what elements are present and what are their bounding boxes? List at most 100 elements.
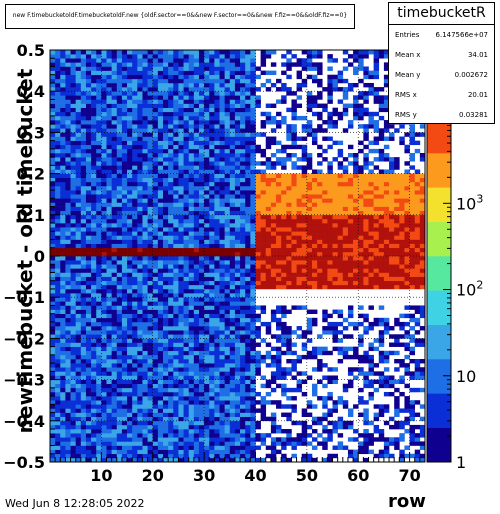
heatmap-cell — [96, 375, 102, 380]
heatmap-cell — [147, 288, 154, 294]
heatmap-cell — [132, 433, 138, 438]
heatmap-cell — [65, 433, 71, 438]
heatmap-cell — [255, 350, 261, 356]
heatmap-cell — [127, 350, 133, 356]
heatmap-cell — [265, 383, 272, 389]
heatmap-cell — [70, 124, 76, 129]
heatmap-cell — [198, 445, 205, 450]
heatmap-cell — [234, 190, 241, 195]
heatmap-cell — [270, 260, 277, 265]
heatmap-cell — [250, 157, 256, 162]
heatmap-cell — [101, 383, 107, 389]
heatmap-cell — [234, 359, 241, 364]
heatmap-cell — [224, 276, 231, 282]
heatmap-cell — [332, 111, 338, 117]
heatmap-cell — [332, 404, 338, 409]
heatmap-cell — [152, 301, 159, 306]
heatmap-cell — [281, 120, 287, 125]
heatmap-cell — [168, 354, 174, 360]
heatmap-cell — [260, 396, 267, 401]
heatmap-cell — [106, 288, 112, 294]
heatmap-cell — [198, 396, 205, 401]
heatmap-cell — [311, 198, 318, 203]
heatmap-cell — [214, 128, 220, 133]
heatmap-cell — [106, 416, 112, 422]
heatmap-cell — [276, 251, 282, 257]
heatmap-cell — [173, 260, 179, 265]
heatmap-cell — [234, 115, 241, 121]
heatmap-cell — [245, 457, 251, 463]
heatmap-cell — [121, 305, 128, 310]
heatmap-cell — [276, 202, 282, 207]
heatmap-cell — [265, 330, 272, 335]
heatmap-cell — [245, 82, 251, 88]
heatmap-cell — [101, 284, 107, 290]
heatmap-cell — [209, 309, 215, 314]
heatmap-cell — [111, 214, 118, 220]
heatmap-cell — [250, 153, 256, 158]
heatmap-cell — [142, 177, 148, 183]
heatmap-cell — [60, 313, 66, 319]
heatmap-cell — [157, 297, 164, 302]
heatmap-cell — [265, 177, 272, 183]
heatmap-cell — [80, 231, 87, 236]
heatmap-cell — [240, 334, 246, 339]
heatmap-cell — [198, 453, 205, 459]
heatmap-cell — [198, 181, 205, 187]
heatmap-cell — [209, 169, 215, 174]
heatmap-cell — [173, 181, 179, 187]
heatmap-cell — [147, 128, 154, 133]
heatmap-cell — [327, 111, 333, 117]
heatmap-cell — [163, 383, 169, 389]
heatmap-cell — [270, 194, 277, 199]
heatmap-cell — [121, 367, 128, 372]
heatmap-cell — [142, 334, 148, 339]
heatmap-cell — [142, 359, 148, 364]
heatmap-cell — [229, 62, 236, 67]
heatmap-cell — [245, 342, 251, 347]
heatmap-cell — [116, 243, 123, 249]
heatmap-cell — [296, 103, 303, 108]
heatmap-cell — [219, 317, 225, 323]
heatmap-cell — [96, 144, 102, 150]
heatmap-cell — [168, 173, 174, 179]
heatmap-cell — [198, 359, 205, 364]
heatmap-cell — [111, 359, 118, 364]
heatmap-cell — [193, 379, 200, 385]
heatmap-cell — [65, 161, 71, 166]
heatmap-cell — [111, 350, 118, 356]
heatmap-cell — [281, 161, 287, 166]
heatmap-cell — [255, 190, 261, 195]
heatmap-cell — [245, 140, 251, 146]
heatmap-cell — [178, 441, 184, 446]
heatmap-cell — [60, 128, 66, 133]
heatmap-cell — [137, 153, 143, 158]
heatmap-cell — [168, 198, 174, 203]
heatmap-cell — [121, 264, 128, 269]
heatmap-cell — [234, 408, 241, 413]
heatmap-cell — [127, 70, 133, 76]
heatmap-cell — [224, 272, 231, 277]
heatmap-cell — [85, 268, 92, 273]
heatmap-cell — [317, 334, 323, 339]
heatmap-cell — [65, 334, 71, 339]
heatmap-cell — [152, 264, 159, 269]
heatmap-cell — [291, 223, 297, 228]
heatmap-cell — [142, 74, 148, 80]
heatmap-cell — [317, 272, 323, 277]
heatmap-cell — [209, 214, 215, 220]
heatmap-cell — [265, 284, 272, 290]
heatmap-cell — [250, 429, 256, 434]
heatmap-cell — [250, 111, 256, 117]
heatmap-cell — [70, 256, 76, 261]
heatmap-cell — [317, 268, 323, 273]
heatmap-cell — [317, 194, 323, 199]
heatmap-cell — [132, 297, 138, 302]
heatmap-cell — [157, 103, 164, 108]
heatmap-cell — [60, 54, 66, 59]
heatmap-cell — [188, 264, 195, 269]
heatmap-cell — [70, 359, 76, 364]
heatmap-cell — [50, 185, 56, 191]
heatmap-cell — [91, 391, 97, 397]
heatmap-cell — [152, 120, 159, 125]
